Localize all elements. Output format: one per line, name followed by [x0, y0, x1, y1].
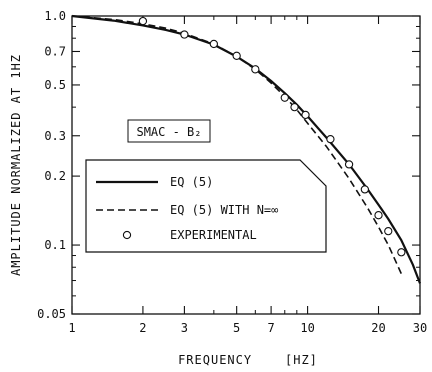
experimental-point — [290, 102, 299, 112]
y-tick-label: 0.05 — [37, 307, 66, 321]
y-tick-label: 0.3 — [44, 129, 66, 143]
x-tick-label: 10 — [300, 321, 314, 335]
y-tick-label: 0.7 — [44, 44, 66, 58]
experimental-point — [301, 110, 310, 120]
x-tick-label: 7 — [267, 321, 274, 335]
experimental-point — [180, 30, 189, 39]
legend-label-eq5-n-inf: EQ (5) WITH N=∞ — [170, 203, 278, 217]
x-axis-title: FREQUENCY [HZ] — [178, 353, 318, 367]
y-tick-label: 0.2 — [44, 169, 66, 183]
legend-marker-experimental — [122, 230, 132, 240]
experimental-point — [397, 248, 406, 257]
experimental-point — [384, 226, 393, 236]
experimental-point — [209, 39, 218, 49]
series-line-eq5-n-inf — [71, 15, 403, 275]
x-tick-label: 30 — [413, 321, 427, 335]
x-tick-label: 1 — [68, 321, 75, 335]
x-tick-label: 3 — [181, 321, 188, 335]
x-tick-label: 2 — [139, 321, 146, 335]
legend: EQ (5) EQ (5) WITH N=∞ EXPERIMENTAL — [85, 159, 327, 253]
series-line-eq5 — [71, 14, 422, 284]
annotation-box: SMAC - B₂ — [127, 119, 211, 143]
legend-label-experimental: EXPERIMENTAL — [170, 228, 257, 242]
series-layer — [71, 14, 422, 284]
legend-label-eq5: EQ (5) — [170, 175, 213, 189]
experimental-point — [326, 134, 335, 144]
y-axis-ticks: 1.0 0.7 0.5 0.3 0.2 0.1 0.05 — [37, 9, 420, 321]
experimental-point — [360, 185, 370, 194]
annotation-label: SMAC - B₂ — [136, 125, 201, 139]
y-axis-title: AMPLITUDE NORMALIZED AT 1HZ — [9, 54, 23, 276]
experimental-point — [374, 211, 383, 220]
y-tick-label: 0.1 — [44, 238, 66, 252]
plot-frame — [71, 15, 421, 315]
experimental-point — [280, 93, 289, 102]
experimental-point — [344, 160, 354, 169]
experimental-point — [232, 51, 241, 60]
y-tick-label: 1.0 — [44, 9, 66, 23]
experimental-point — [251, 65, 260, 74]
annotation-frame — [127, 119, 211, 143]
x-tick-label: 20 — [371, 321, 385, 335]
experimental-point — [138, 16, 148, 26]
x-tick-label: 5 — [233, 321, 240, 335]
y-tick-label: 0.5 — [44, 78, 66, 92]
